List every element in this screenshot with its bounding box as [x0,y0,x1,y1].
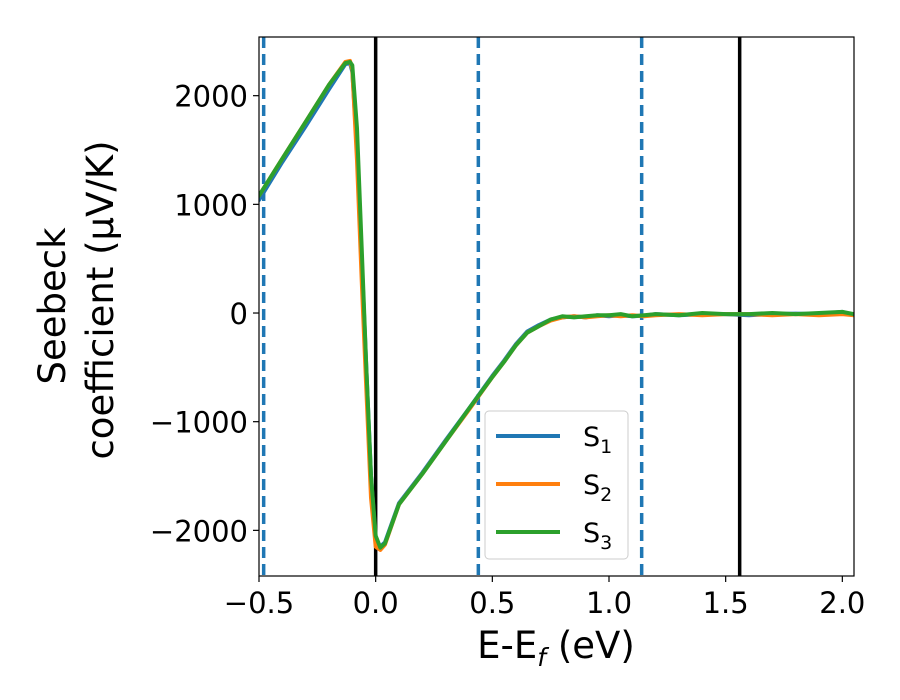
reference-lines [261,37,742,576]
y-axis-title-line1: Seebeck [31,227,74,385]
y-axis-ticks: −2000 −1000 0 1000 2000 [150,80,259,548]
x-axis-title-tail: (eV) [546,624,635,667]
legend-label-1: S1 [583,422,612,458]
x-tick-label: 1.5 [703,586,749,620]
x-tick-label: 0.5 [469,586,515,620]
plot-area [258,36,855,577]
series-lines [259,58,854,552]
x-tick-label: 0.0 [353,586,399,620]
y-tick-label: 2000 [174,80,248,114]
x-axis-ticks: −0.5 0.0 0.5 1.0 1.5 2.0 [224,576,865,620]
legend-label-2: S2 [583,470,612,506]
x-tick-label: 2.0 [819,586,865,620]
y-tick-label: 1000 [174,188,248,222]
plot-frame [258,36,855,577]
x-tick-label: 1.0 [586,586,632,620]
legend-label-3: S3 [583,518,612,554]
y-tick-label: −2000 [150,514,248,548]
x-tick-label: −0.5 [224,586,294,620]
y-axis-title-line2: coefficient (μV/K) [79,140,122,459]
y-tick-label: −1000 [150,406,248,440]
legend: S1 S2 S3 [484,410,629,560]
series-line-3 [259,60,854,550]
y-tick-label: 0 [230,297,248,331]
x-axis-title: E-Ef (eV) [477,624,635,672]
x-axis-title-main: E-E [477,624,537,667]
